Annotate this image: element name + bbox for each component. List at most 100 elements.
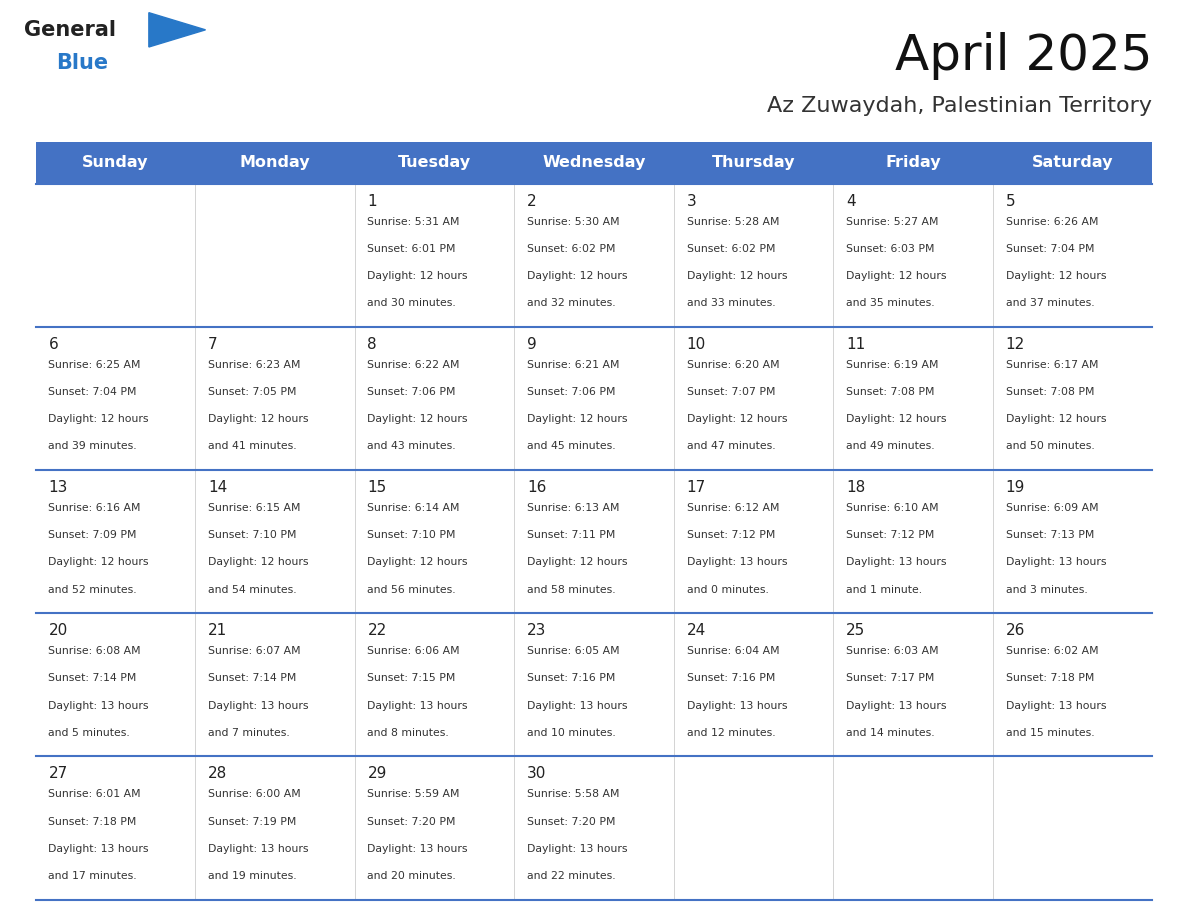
Text: 13: 13 (49, 480, 68, 495)
Text: Sunset: 7:16 PM: Sunset: 7:16 PM (687, 674, 775, 683)
Text: Daylight: 13 hours: Daylight: 13 hours (367, 844, 468, 854)
Text: Daylight: 12 hours: Daylight: 12 hours (687, 414, 786, 424)
Text: Daylight: 12 hours: Daylight: 12 hours (527, 414, 627, 424)
Text: Sunrise: 5:59 AM: Sunrise: 5:59 AM (367, 789, 460, 800)
Text: 29: 29 (367, 767, 387, 781)
Text: Daylight: 13 hours: Daylight: 13 hours (367, 700, 468, 711)
Text: and 45 minutes.: and 45 minutes. (527, 442, 615, 452)
Text: Daylight: 12 hours: Daylight: 12 hours (687, 271, 786, 281)
Text: Daylight: 12 hours: Daylight: 12 hours (367, 414, 468, 424)
Text: Sunrise: 6:03 AM: Sunrise: 6:03 AM (846, 646, 939, 656)
Text: Thursday: Thursday (712, 155, 795, 171)
Text: Sunrise: 6:17 AM: Sunrise: 6:17 AM (1005, 360, 1098, 370)
Text: 30: 30 (527, 767, 546, 781)
Text: Sunrise: 6:26 AM: Sunrise: 6:26 AM (1005, 217, 1098, 227)
Text: Daylight: 12 hours: Daylight: 12 hours (49, 414, 148, 424)
Text: and 7 minutes.: and 7 minutes. (208, 728, 290, 738)
Text: Sunset: 7:10 PM: Sunset: 7:10 PM (367, 531, 456, 540)
Text: and 17 minutes.: and 17 minutes. (49, 871, 137, 881)
Text: 3: 3 (687, 194, 696, 208)
Text: Daylight: 13 hours: Daylight: 13 hours (208, 700, 309, 711)
Text: Daylight: 12 hours: Daylight: 12 hours (208, 557, 309, 567)
Text: Sunrise: 6:09 AM: Sunrise: 6:09 AM (1005, 503, 1098, 513)
Text: Sunset: 7:20 PM: Sunset: 7:20 PM (367, 817, 456, 826)
Text: Sunset: 7:12 PM: Sunset: 7:12 PM (687, 531, 775, 540)
Text: Daylight: 13 hours: Daylight: 13 hours (687, 700, 786, 711)
Text: and 22 minutes.: and 22 minutes. (527, 871, 615, 881)
Text: and 14 minutes.: and 14 minutes. (846, 728, 935, 738)
Text: 8: 8 (367, 337, 377, 352)
Text: Daylight: 13 hours: Daylight: 13 hours (208, 844, 309, 854)
Text: 28: 28 (208, 767, 227, 781)
Text: Sunset: 7:18 PM: Sunset: 7:18 PM (1005, 674, 1094, 683)
Text: and 49 minutes.: and 49 minutes. (846, 442, 935, 452)
Text: Sunrise: 6:12 AM: Sunrise: 6:12 AM (687, 503, 779, 513)
Text: Daylight: 12 hours: Daylight: 12 hours (846, 271, 947, 281)
Text: and 50 minutes.: and 50 minutes. (1005, 442, 1094, 452)
Text: and 35 minutes.: and 35 minutes. (846, 298, 935, 308)
Text: April 2025: April 2025 (895, 32, 1152, 80)
Text: 6: 6 (49, 337, 58, 352)
Text: Sunrise: 6:08 AM: Sunrise: 6:08 AM (49, 646, 141, 656)
Text: Daylight: 12 hours: Daylight: 12 hours (1005, 414, 1106, 424)
Text: Sunrise: 6:19 AM: Sunrise: 6:19 AM (846, 360, 939, 370)
Text: Friday: Friday (885, 155, 941, 171)
Text: 12: 12 (1005, 337, 1025, 352)
Text: and 30 minutes.: and 30 minutes. (367, 298, 456, 308)
Text: Sunset: 7:14 PM: Sunset: 7:14 PM (208, 674, 296, 683)
Text: Sunset: 7:07 PM: Sunset: 7:07 PM (687, 387, 775, 397)
Text: and 1 minute.: and 1 minute. (846, 585, 922, 595)
Text: 15: 15 (367, 480, 387, 495)
Text: General: General (24, 19, 115, 39)
Text: and 20 minutes.: and 20 minutes. (367, 871, 456, 881)
Text: Daylight: 13 hours: Daylight: 13 hours (49, 844, 148, 854)
Text: Daylight: 12 hours: Daylight: 12 hours (846, 414, 947, 424)
Text: Sunset: 7:20 PM: Sunset: 7:20 PM (527, 817, 615, 826)
Text: and 8 minutes.: and 8 minutes. (367, 728, 449, 738)
Text: 10: 10 (687, 337, 706, 352)
Text: Monday: Monday (240, 155, 310, 171)
Text: and 47 minutes.: and 47 minutes. (687, 442, 775, 452)
Text: Sunset: 7:08 PM: Sunset: 7:08 PM (1005, 387, 1094, 397)
Text: Sunrise: 6:25 AM: Sunrise: 6:25 AM (49, 360, 141, 370)
Text: Az Zuwaydah, Palestinian Territory: Az Zuwaydah, Palestinian Territory (767, 96, 1152, 117)
Text: Sunrise: 6:02 AM: Sunrise: 6:02 AM (1005, 646, 1098, 656)
Text: Daylight: 13 hours: Daylight: 13 hours (527, 844, 627, 854)
Text: Daylight: 13 hours: Daylight: 13 hours (846, 700, 947, 711)
Text: Sunset: 7:14 PM: Sunset: 7:14 PM (49, 674, 137, 683)
Text: and 0 minutes.: and 0 minutes. (687, 585, 769, 595)
Text: and 58 minutes.: and 58 minutes. (527, 585, 615, 595)
Text: and 32 minutes.: and 32 minutes. (527, 298, 615, 308)
Text: Sunset: 7:05 PM: Sunset: 7:05 PM (208, 387, 297, 397)
Polygon shape (148, 13, 206, 47)
Text: Daylight: 12 hours: Daylight: 12 hours (367, 557, 468, 567)
Text: and 39 minutes.: and 39 minutes. (49, 442, 137, 452)
Text: and 10 minutes.: and 10 minutes. (527, 728, 615, 738)
Text: Wednesday: Wednesday (542, 155, 646, 171)
Text: Saturday: Saturday (1032, 155, 1113, 171)
Text: Sunrise: 6:00 AM: Sunrise: 6:00 AM (208, 789, 301, 800)
Text: Sunset: 7:18 PM: Sunset: 7:18 PM (49, 817, 137, 826)
Text: Sunrise: 6:23 AM: Sunrise: 6:23 AM (208, 360, 301, 370)
Text: Sunset: 7:09 PM: Sunset: 7:09 PM (49, 531, 137, 540)
Text: Daylight: 12 hours: Daylight: 12 hours (527, 557, 627, 567)
Text: Sunset: 6:02 PM: Sunset: 6:02 PM (687, 244, 775, 253)
Text: 22: 22 (367, 623, 387, 638)
Text: and 19 minutes.: and 19 minutes. (208, 871, 297, 881)
Text: Sunset: 7:06 PM: Sunset: 7:06 PM (367, 387, 456, 397)
Text: Sunrise: 6:04 AM: Sunrise: 6:04 AM (687, 646, 779, 656)
Text: Sunset: 7:11 PM: Sunset: 7:11 PM (527, 531, 615, 540)
Text: Sunrise: 6:05 AM: Sunrise: 6:05 AM (527, 646, 620, 656)
Text: Daylight: 12 hours: Daylight: 12 hours (367, 271, 468, 281)
Text: Daylight: 12 hours: Daylight: 12 hours (527, 271, 627, 281)
Text: Sunrise: 6:06 AM: Sunrise: 6:06 AM (367, 646, 460, 656)
Text: Sunrise: 5:28 AM: Sunrise: 5:28 AM (687, 217, 779, 227)
Text: and 5 minutes.: and 5 minutes. (49, 728, 131, 738)
Text: Daylight: 12 hours: Daylight: 12 hours (208, 414, 309, 424)
Text: Sunrise: 6:20 AM: Sunrise: 6:20 AM (687, 360, 779, 370)
Text: Sunrise: 6:15 AM: Sunrise: 6:15 AM (208, 503, 301, 513)
Text: 25: 25 (846, 623, 865, 638)
Text: Sunday: Sunday (82, 155, 148, 171)
Text: and 12 minutes.: and 12 minutes. (687, 728, 775, 738)
Text: Sunrise: 6:13 AM: Sunrise: 6:13 AM (527, 503, 619, 513)
